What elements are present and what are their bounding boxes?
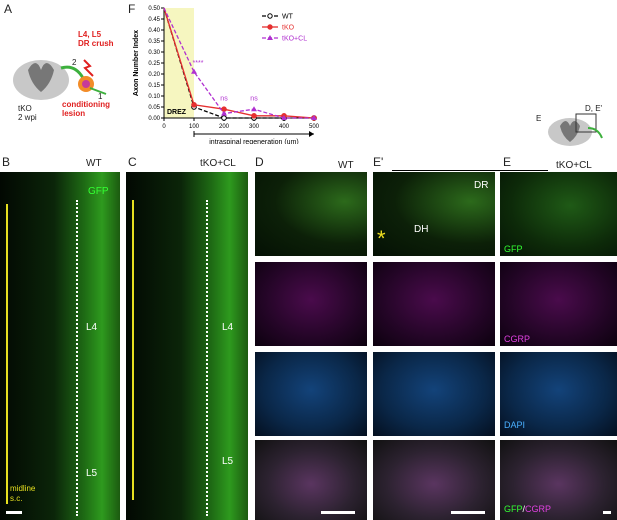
panel-eprime-cgrp	[373, 262, 495, 346]
series-point	[191, 102, 197, 108]
y-tick-label: 0.45	[148, 17, 160, 23]
eprime-dh: DH	[414, 224, 429, 235]
panel-b-title: WT	[86, 158, 102, 169]
x-tick-label: 0	[162, 124, 166, 130]
drez-label: DREZ	[167, 109, 187, 116]
legend-marker	[267, 35, 273, 40]
channel-dapi: DAPI	[504, 420, 526, 430]
eprime-dr: DR	[474, 180, 489, 191]
axon-index-chart: DREZ 0.00 0.05 0.10 0.15 0.20 0.25 0.30 0.35 0.40…	[133, 6, 320, 144]
significance-annotation: ****	[193, 60, 204, 67]
arrow-head-icon	[309, 131, 314, 137]
schematic-label-e: E	[536, 114, 542, 123]
midline-label: midline	[10, 484, 36, 493]
panel-b-image	[0, 172, 120, 520]
panel-d-gfp	[255, 172, 367, 256]
panel-label-f: F	[128, 2, 136, 16]
panel-d-merge	[255, 440, 367, 520]
panel-label-c: C	[128, 155, 137, 169]
x-tick-label: 200	[219, 124, 230, 130]
panel-e-title: tKO+CL	[556, 160, 592, 171]
series-point	[251, 113, 257, 119]
series-line-tKO	[163, 7, 315, 119]
spinal-cord-schematic-a	[13, 59, 107, 100]
panel-c-image	[126, 172, 248, 520]
series-point	[311, 115, 317, 120]
merge-slash: /	[522, 504, 526, 514]
conditioning-label: conditioning lesion	[62, 100, 110, 118]
x-tick-label: 500	[309, 124, 320, 130]
y-tick-label: 0.40	[148, 28, 160, 34]
y-tick-label: 0.25	[148, 61, 160, 67]
marker-2: 2	[72, 58, 77, 67]
sc-label: s.c.	[10, 494, 23, 503]
merge-gfp-label: GFP	[504, 504, 523, 514]
panel-label-a: A	[4, 2, 13, 16]
panel-e-dapi	[500, 352, 617, 436]
series-line-tKO+CL	[163, 7, 314, 119]
panel-b-gfp: GFP	[88, 186, 109, 197]
crush-label: L4, L5 DR crush	[78, 30, 114, 48]
channel-gfp: GFP	[504, 244, 523, 254]
y-tick-label: 0.30	[148, 50, 160, 56]
x-axis-title: intraspinal regeneration (um)	[209, 139, 299, 144]
y-tick-label: 0.15	[148, 83, 160, 89]
merge-cgrp-label: CGRP	[525, 504, 552, 514]
legend-label: WT	[282, 14, 294, 21]
panel-d-cgrp	[255, 262, 367, 346]
panel-eprime-dapi	[373, 352, 495, 436]
spinal-cord-schematic-e	[548, 113, 603, 146]
x-tick-label: 300	[249, 124, 260, 130]
series-point	[281, 115, 287, 120]
y-tick-label: 0.05	[148, 105, 160, 111]
panel-d-dapi	[255, 352, 367, 436]
panel-eprime-gfp: *	[373, 172, 495, 256]
y-axis-title: Axon Number Index	[133, 30, 140, 96]
legend-marker	[267, 13, 273, 19]
x-tick-label: 400	[279, 124, 290, 130]
series-point	[221, 110, 227, 116]
y-tick-label: 0.50	[148, 6, 160, 12]
panel-label-e: E	[503, 155, 512, 169]
asterisk-icon: *	[377, 226, 386, 251]
legend-label: tKO+CL	[282, 36, 307, 43]
panel-c-l4: L4	[222, 322, 234, 333]
panel-c-title: tKO+CL	[200, 158, 236, 169]
channel-merge: GFP/CGRP	[504, 504, 551, 514]
y-tick-label: 0.10	[148, 94, 160, 100]
channel-cgrp: CGRP	[504, 334, 531, 344]
panel-label-eprime: E'	[373, 155, 384, 169]
panel-b-l4: L4	[86, 322, 98, 333]
series-point	[191, 68, 197, 74]
legend-marker	[267, 24, 273, 30]
schematic-label-de: D, E'	[585, 104, 603, 113]
significance-annotation: ns	[250, 95, 258, 102]
panel-label-d: D	[255, 155, 264, 169]
panel-d-title: WT	[338, 160, 354, 171]
series-point	[221, 115, 227, 121]
panel-eprime-merge	[373, 440, 495, 520]
series-point	[251, 106, 257, 112]
genotype-label: tKO 2 wpi	[18, 104, 37, 122]
y-tick-label: 0.20	[148, 72, 160, 78]
panel-e-gfp	[500, 172, 617, 256]
y-tick-label: 0.35	[148, 39, 160, 45]
legend-label: tKO	[282, 25, 295, 32]
panel-b-l5: L5	[86, 468, 98, 479]
y-tick-label: 0.00	[148, 116, 160, 122]
panel-c-l5: L5	[222, 456, 234, 467]
eprime-bar	[392, 170, 548, 171]
panel-label-b: B	[2, 155, 11, 169]
panel-e-merge	[500, 440, 617, 520]
marker-1: 1	[98, 92, 103, 101]
panel-e-cgrp	[500, 262, 617, 346]
significance-annotation: ns	[220, 95, 228, 102]
x-tick-label: 100	[189, 124, 200, 130]
